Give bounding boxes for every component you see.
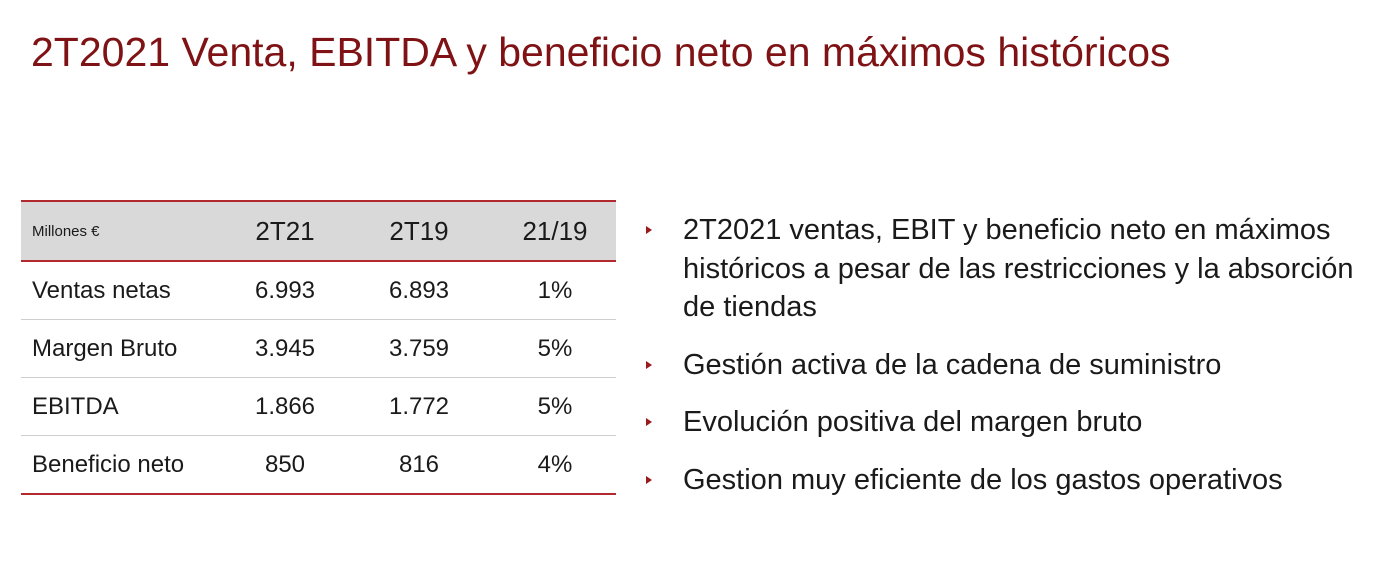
list-item: Gestion muy eficiente de los gastos oper… bbox=[646, 461, 1371, 500]
cell-value: 816 bbox=[344, 435, 494, 495]
bullet-text: Gestion muy eficiente de los gastos oper… bbox=[683, 463, 1283, 496]
bullet-text: Gestión activa de la cadena de suministr… bbox=[683, 348, 1222, 381]
cell-value: 1% bbox=[494, 261, 616, 320]
table-row: Margen Bruto 3.945 3.759 5% bbox=[21, 319, 616, 378]
table-row: Beneficio neto 850 816 4% bbox=[21, 435, 616, 495]
cell-value: 1.772 bbox=[344, 377, 494, 436]
triangle-bullet-icon bbox=[646, 475, 652, 484]
cell-value: 3.759 bbox=[344, 319, 494, 378]
cell-value: 6.893 bbox=[344, 261, 494, 320]
cell-value: 6.993 bbox=[226, 261, 344, 320]
column-header-2t21: 2T21 bbox=[226, 200, 344, 262]
column-header-variation: 21/19 bbox=[494, 200, 616, 262]
cell-value: 850 bbox=[226, 435, 344, 495]
row-label: Ventas netas bbox=[21, 261, 226, 320]
list-item: Evolución positiva del margen bruto bbox=[646, 403, 1371, 442]
column-header-2t19: 2T19 bbox=[344, 200, 494, 262]
cell-value: 1.866 bbox=[226, 377, 344, 436]
cell-value: 4% bbox=[494, 435, 616, 495]
bullet-text: 2T2021 ventas, EBIT y beneficio neto en … bbox=[683, 214, 1354, 323]
row-label: Beneficio neto bbox=[21, 435, 226, 495]
cell-value: 3.945 bbox=[226, 319, 344, 378]
triangle-bullet-icon bbox=[646, 418, 652, 426]
triangle-bullet-icon bbox=[646, 226, 652, 234]
bullet-text: Evolución positiva del margen bruto bbox=[683, 406, 1143, 438]
table-row: Ventas netas 6.993 6.893 1% bbox=[21, 261, 616, 320]
cell-value: 5% bbox=[494, 377, 616, 436]
table-row: EBITDA 1.866 1.772 5% bbox=[21, 377, 616, 436]
units-label: Millones € bbox=[21, 200, 226, 262]
list-item: 2T2021 ventas, EBIT y beneficio neto en … bbox=[646, 211, 1371, 327]
table-header-row: Millones € 2T21 2T19 21/19 bbox=[21, 200, 616, 262]
row-label: Margen Bruto bbox=[21, 319, 226, 378]
financial-table: Millones € 2T21 2T19 21/19 Ventas netas … bbox=[21, 200, 616, 495]
triangle-bullet-icon bbox=[646, 360, 652, 369]
page-title: 2T2021 Venta, EBITDA y beneficio neto en… bbox=[31, 29, 1171, 75]
list-item: Gestión activa de la cadena de suministr… bbox=[646, 346, 1371, 385]
cell-value: 5% bbox=[494, 319, 616, 378]
highlights-list: 2T2021 ventas, EBIT y beneficio neto en … bbox=[646, 211, 1371, 518]
row-label: EBITDA bbox=[21, 377, 226, 436]
